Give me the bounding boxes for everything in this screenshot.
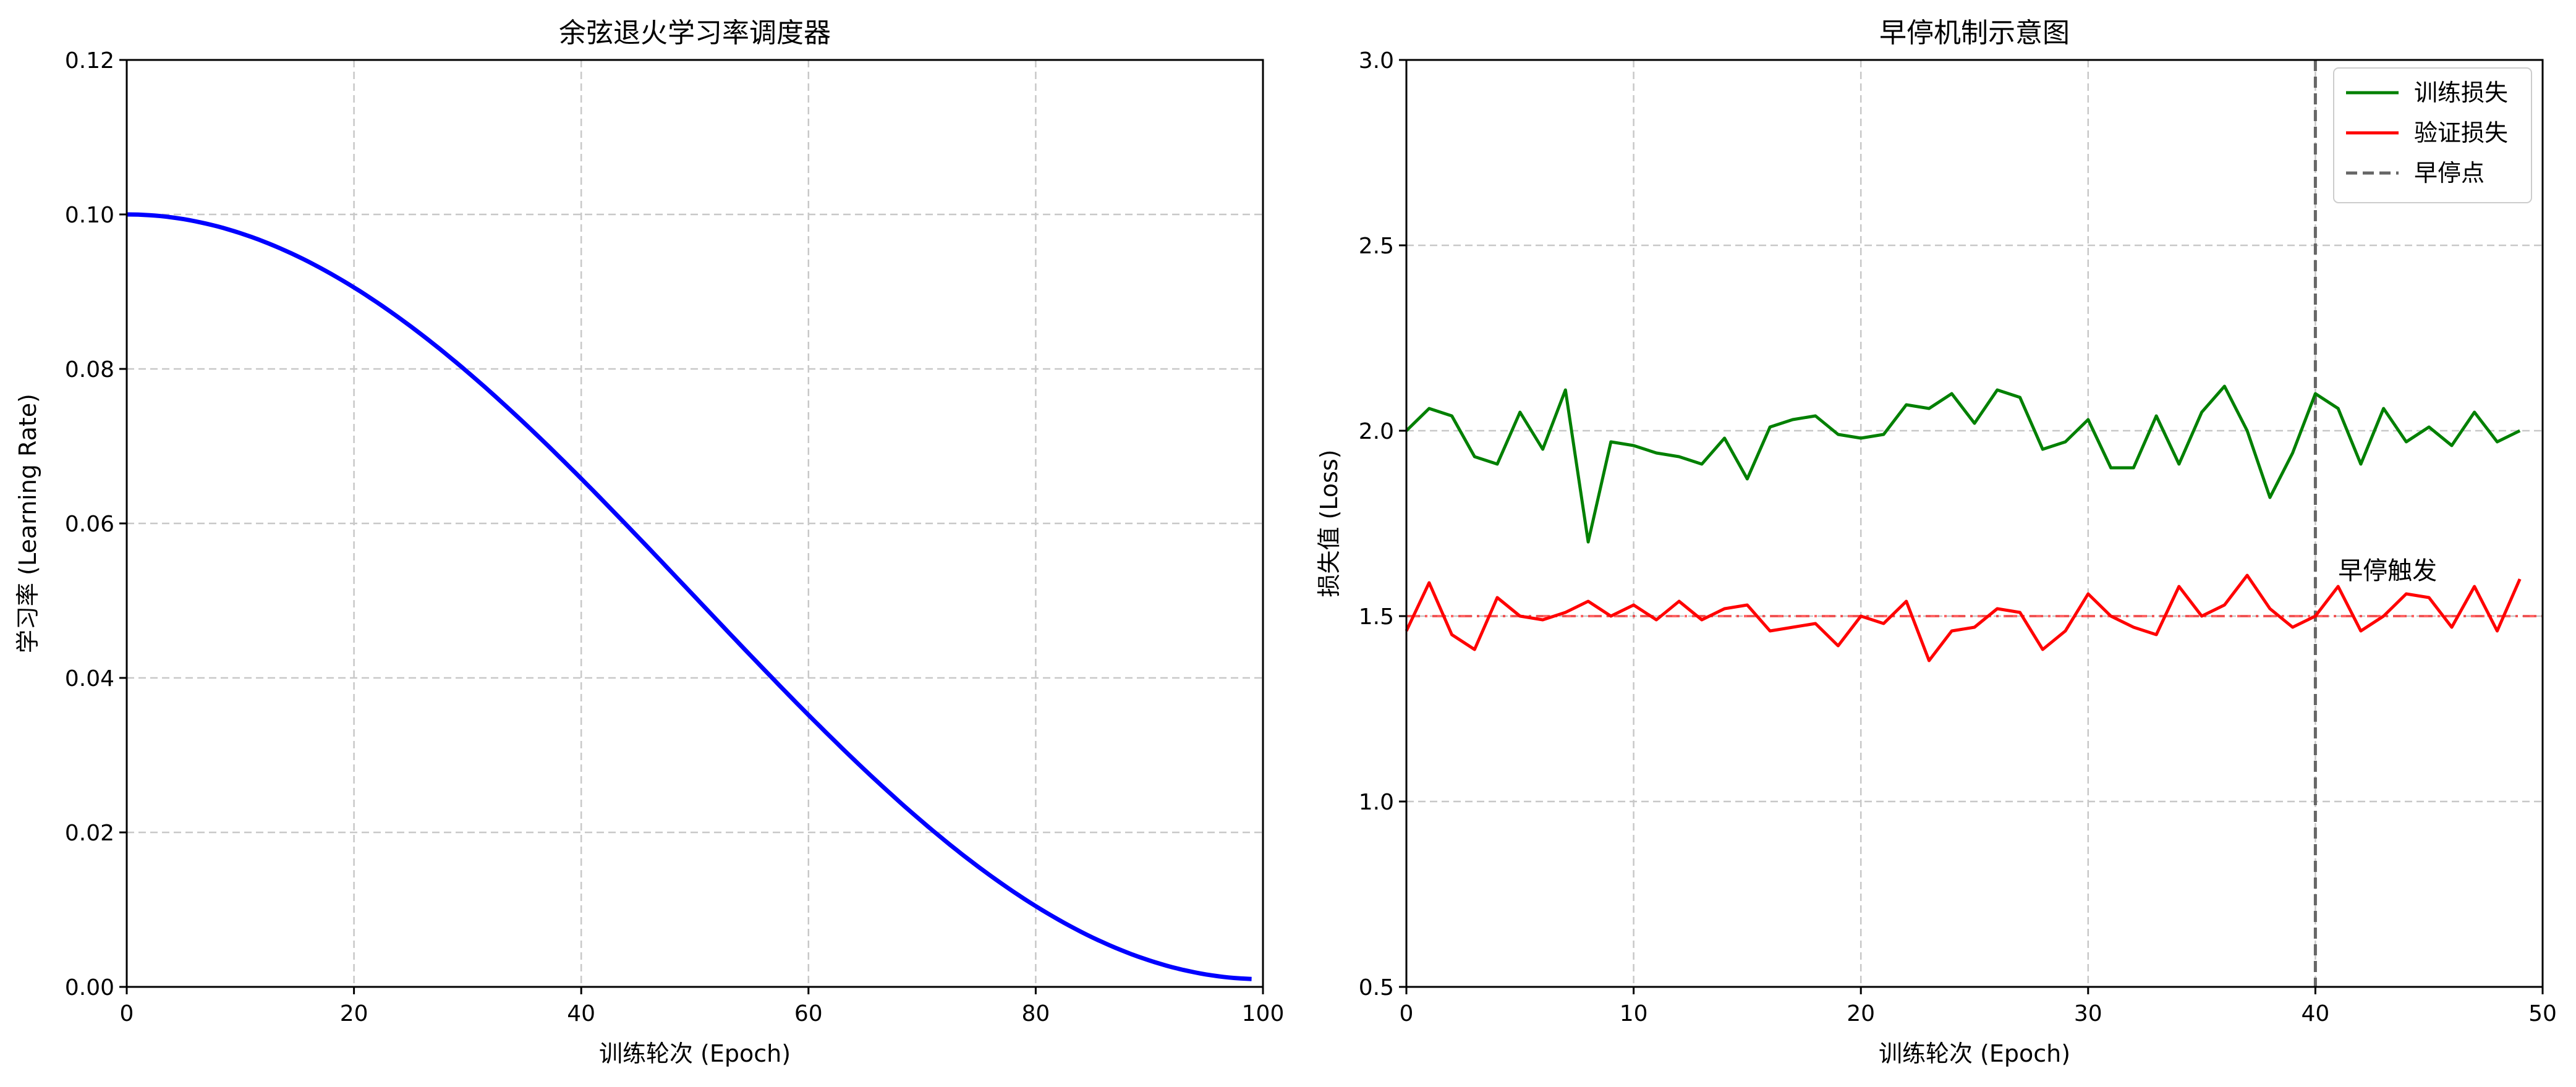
left-y-axis-label: 学习率 (Learning Rate) xyxy=(14,394,41,653)
right-legend: 训练损失 验证损失 早停点 xyxy=(2333,67,2532,203)
left-x-tick-label: 40 xyxy=(567,1001,595,1026)
right-plot-frame xyxy=(1405,59,2544,988)
legend-label-early-stop: 早停点 xyxy=(2414,159,2485,187)
right-x-tick-label: 40 xyxy=(2301,1001,2329,1026)
right-x-tick-label: 10 xyxy=(1620,1001,1648,1026)
legend-label-train-loss: 训练损失 xyxy=(2414,79,2508,106)
left-series-line-0 xyxy=(126,212,1252,981)
right-series-group xyxy=(1405,384,2522,662)
left-y-tick-label: 0.08 xyxy=(65,357,114,383)
left-y-tick-label: 0.02 xyxy=(65,821,114,846)
left-x-tick-label: 0 xyxy=(120,1001,134,1026)
right-series-line-0 xyxy=(1405,384,2521,544)
right-x-tick-label: 50 xyxy=(2528,1001,2557,1026)
right-y-axis-label: 损失值 (Loss) xyxy=(1316,449,1343,597)
right-x-tick-label: 30 xyxy=(2074,1001,2102,1026)
left-series-group xyxy=(126,212,1252,981)
left-ticks: 0 20 40 60 80 100 0.00 0.02 0.04 0.06 0.08 0.10 0.12 xyxy=(65,48,1285,1026)
left-grid xyxy=(125,59,1264,988)
right-x-tick-label: 0 xyxy=(1400,1001,1414,1026)
left-x-tick-label: 20 xyxy=(340,1001,368,1026)
left-y-tick-label: 0.12 xyxy=(65,48,114,74)
left-x-tick-label: 100 xyxy=(1242,1001,1285,1026)
left-y-tick-label: 0.04 xyxy=(65,666,114,692)
right-y-tick-label: 2.5 xyxy=(1359,234,1394,259)
right-x-tick-label: 20 xyxy=(1847,1001,1875,1026)
right-ticks: 0 10 20 30 40 50 0.5 1.0 1.5 2.0 2.5 3.0 xyxy=(1359,48,2557,1026)
left-y-tick-label: 0.06 xyxy=(65,512,114,537)
right-x-axis-label: 训练轮次 (Epoch) xyxy=(1879,1040,2070,1067)
right-chart-title: 早停机制示意图 xyxy=(1879,17,2070,49)
right-y-tick-label: 1.5 xyxy=(1359,604,1394,630)
left-x-axis-label: 训练轮次 (Epoch) xyxy=(599,1040,791,1067)
right-series-line-1 xyxy=(1405,573,2522,662)
left-y-tick-label: 0.10 xyxy=(65,203,114,228)
right-y-tick-label: 2.0 xyxy=(1359,419,1394,444)
left-x-tick-label: 80 xyxy=(1021,1001,1050,1026)
right-y-tick-label: 3.0 xyxy=(1359,48,1394,74)
chart-right: 0 10 20 30 40 50 0.5 1.0 1.5 2.0 2.5 3.0 早停机制示意图 训练… xyxy=(1316,17,2557,1067)
right-y-tick-label: 1.0 xyxy=(1359,790,1394,815)
chart-left: 0 20 40 60 80 100 0.00 0.02 0.04 0.06 0.08 0.10 0.12… xyxy=(14,17,1284,1067)
early-stop-annotation: 早停触发 xyxy=(2338,557,2437,585)
left-x-tick-label: 60 xyxy=(794,1001,823,1026)
legend-label-val-loss: 验证损失 xyxy=(2414,119,2508,146)
left-chart-title: 余弦退火学习率调度器 xyxy=(559,17,831,49)
legend-box xyxy=(2333,67,2532,203)
left-y-tick-label: 0.00 xyxy=(65,975,114,1000)
right-y-tick-label: 0.5 xyxy=(1359,975,1394,1000)
